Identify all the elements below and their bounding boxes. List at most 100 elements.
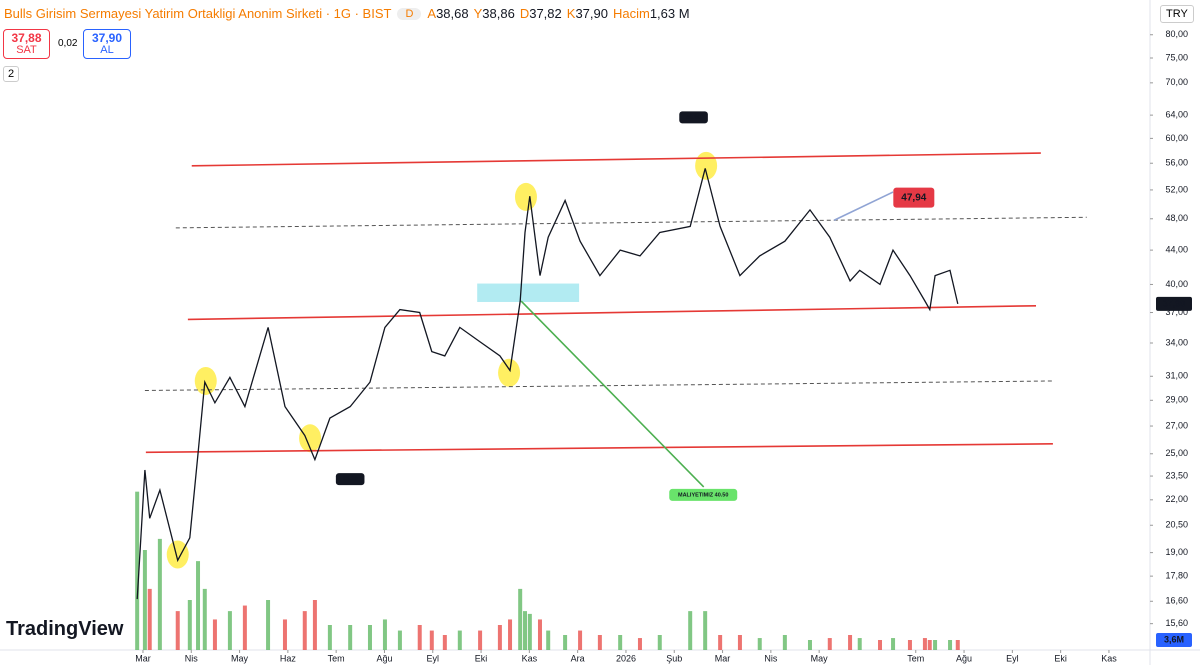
volume-bar <box>718 635 723 650</box>
volume-bar <box>417 625 422 650</box>
ohlc-value: 37,90 <box>575 6 608 21</box>
volume-bar <box>546 630 551 650</box>
buy-price: 37,90 <box>91 31 123 45</box>
volume-bar <box>848 635 853 650</box>
volume-bar <box>135 491 140 650</box>
y-tick-label: 37,00 <box>1165 307 1188 317</box>
annotation: 56.60 <box>686 115 702 121</box>
volume-bar <box>397 630 402 650</box>
x-tick-label: Ağu <box>956 653 972 663</box>
x-tick-label: Kas <box>522 653 538 663</box>
volume-bar <box>147 588 152 650</box>
x-tick-label: Tem <box>907 653 924 663</box>
y-tick-label: 52,00 <box>1165 184 1188 194</box>
volume-bar <box>827 638 832 650</box>
volume-bar <box>196 561 201 650</box>
y-tick-label: 70,00 <box>1165 77 1188 87</box>
y-tick-label: 17,80 <box>1165 571 1188 581</box>
volume-bar <box>948 640 953 650</box>
trend-line <box>145 443 1053 454</box>
volume-bar <box>857 638 862 650</box>
volume-bar <box>537 619 542 650</box>
y-tick-label: 75,00 <box>1165 52 1188 62</box>
trend-line <box>175 216 1087 229</box>
volume-bar <box>563 635 568 650</box>
volume-bar <box>348 625 353 650</box>
volume-bar <box>212 619 217 650</box>
trend-line <box>187 304 1037 321</box>
volume-bar <box>527 613 532 650</box>
x-tick-label: Eyl <box>1006 653 1019 663</box>
indicator-toggle[interactable]: 2 <box>3 66 20 82</box>
currency[interactable]: TRY <box>1160 5 1194 23</box>
ohlc-value: 38,68 <box>436 6 469 21</box>
zone <box>477 283 580 302</box>
volume-bar <box>518 588 523 650</box>
volume-bar <box>266 600 271 650</box>
annotation: 25.20 <box>343 477 359 483</box>
y-tick-label: 48,00 <box>1165 213 1188 223</box>
x-tick-label: Eyl <box>427 653 440 663</box>
trend-line <box>833 191 894 221</box>
ohlc-key: A <box>427 6 437 21</box>
volume-bar <box>157 538 162 650</box>
volume-bar <box>782 635 787 650</box>
ohlc-key: D <box>519 6 530 21</box>
y-tick-label: 15,60 <box>1165 618 1188 628</box>
x-tick-label: Kas <box>1101 653 1117 663</box>
ohlc: A38,68 Y38,86 D37,82 K37,90 Hacim1,63 M <box>427 6 694 21</box>
last-price-tag <box>1156 296 1192 311</box>
trend-line <box>144 380 1055 391</box>
trend-line <box>520 300 705 488</box>
buy-button[interactable]: 37,90 AL <box>83 29 131 59</box>
volume-bar <box>367 625 372 650</box>
ohlc-value: 38,86 <box>482 6 515 21</box>
volume-bar <box>175 611 180 650</box>
mode[interactable]: D <box>397 7 422 20</box>
volume-bar <box>142 550 147 650</box>
volume-bar <box>737 635 742 650</box>
volume-bar <box>757 638 762 650</box>
symbol-title[interactable]: Bulls Girisim Sermayesi Yatirim Ortaklig… <box>4 6 392 21</box>
y-tick-label: 23,50 <box>1165 470 1188 480</box>
y-tick-label: 16,60 <box>1165 596 1188 606</box>
x-tick-label: Şub <box>666 653 682 663</box>
volume-bar <box>508 619 513 650</box>
label-box <box>335 473 365 486</box>
volume-bar <box>618 635 623 650</box>
volume-bar <box>878 640 883 650</box>
volume-bar <box>933 640 938 650</box>
y-tick-label: 25,00 <box>1165 448 1188 458</box>
x-tick-label: Mar <box>135 653 151 663</box>
y-tick-label: 34,00 <box>1165 337 1188 347</box>
volume-bar <box>891 638 896 650</box>
label-box <box>893 187 935 208</box>
x-tick-label: Haz <box>280 653 297 663</box>
volume-bar <box>955 640 960 650</box>
annotation: 47,94 <box>901 192 926 203</box>
x-tick-label: May <box>231 653 249 663</box>
x-tick-label: Nis <box>764 653 777 663</box>
sell-price: 37,88 <box>11 31 42 45</box>
x-tick-label: 2026 <box>616 653 636 663</box>
volume-bar <box>497 625 502 650</box>
y-tick-label: 60,00 <box>1165 133 1188 143</box>
y-tick-label: 44,00 <box>1165 244 1188 254</box>
logo: TradingView <box>6 618 124 640</box>
volume-bar <box>523 611 528 650</box>
y-tick-label: 31,00 <box>1165 371 1188 381</box>
sell-label: SAT <box>16 44 37 56</box>
volume-bar <box>688 611 693 650</box>
volume-bar <box>457 630 462 650</box>
volume-bar <box>282 619 287 650</box>
y-tick-label: 29,00 <box>1165 395 1188 405</box>
ohlc-key: K <box>566 6 576 21</box>
highlight <box>299 424 322 453</box>
highlight <box>194 366 217 395</box>
y-tick-label: 80,00 <box>1165 29 1188 39</box>
sell-button[interactable]: 37,88 SAT <box>3 29 50 59</box>
buy-label: AL <box>100 44 114 56</box>
volume-bar <box>922 638 927 650</box>
x-tick-label: Nis <box>185 653 198 663</box>
